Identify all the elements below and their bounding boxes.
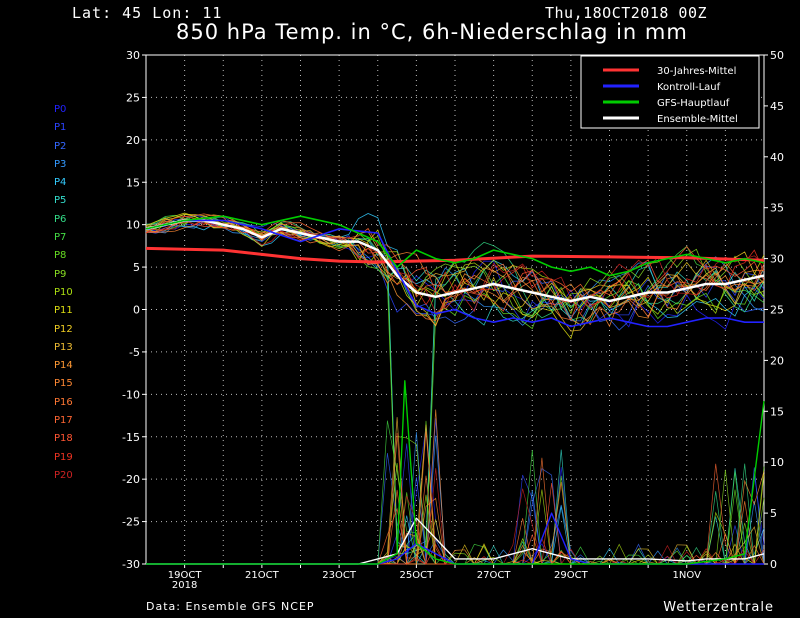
member-label-p1: P1 xyxy=(54,122,67,134)
member-temp-line-p4 xyxy=(145,213,765,319)
member-label-p9: P9 xyxy=(54,268,67,280)
y-right-tick-label: 15 xyxy=(770,405,784,418)
series-line-gfs-hauptlauf-niederschlag xyxy=(146,380,765,565)
legend-box xyxy=(580,55,760,129)
member-precip-line-p3 xyxy=(146,432,765,566)
member-precip-line-p20 xyxy=(146,468,764,565)
legend-label: Ensemble-Mittel xyxy=(657,114,738,125)
x-tick-label: 27OCT xyxy=(477,570,512,581)
y-right-tick-label: 50 xyxy=(770,49,784,62)
member-label-p6: P6 xyxy=(54,213,67,225)
series-line-ensemble-mittel xyxy=(145,219,765,303)
member-label-p19: P19 xyxy=(54,451,73,463)
y-left-tick-label: -20 xyxy=(122,473,140,486)
member-label-p13: P13 xyxy=(54,341,73,353)
member-label-p12: P12 xyxy=(54,323,73,335)
member-precip-line-p18 xyxy=(146,432,764,565)
member-label-p17: P17 xyxy=(54,415,73,427)
member-label-p20: P20 xyxy=(54,469,73,481)
member-label-p11: P11 xyxy=(54,305,73,317)
member-label-p7: P7 xyxy=(54,232,67,244)
series-line-gfs-hauptlauf xyxy=(145,215,765,277)
y-left-tick-label: -30 xyxy=(122,558,140,571)
y-left-tick-label: 10 xyxy=(126,219,140,232)
member-temp-line-p16 xyxy=(145,213,765,325)
chart-axes: -30 -25 -20 -15 -10 -5 0 5 10 15 20 25 30 0 5 10 15 20 25 3… xyxy=(122,49,784,591)
chart-series xyxy=(145,215,765,565)
member-label-p14: P14 xyxy=(54,360,73,372)
brand-label: Wetterzentrale xyxy=(663,600,774,615)
y-left-tick-label: 15 xyxy=(126,176,140,189)
x-tick-label: 21OCT xyxy=(245,570,280,581)
legend-label: Kontroll-Lauf xyxy=(657,82,721,93)
x-tick-label: 23OCT xyxy=(322,570,357,581)
series-line-kontroll-lauf xyxy=(145,219,764,328)
member-label-p5: P5 xyxy=(54,195,67,207)
chart-legend: 30-Jahres-Mittel Kontroll-Lauf GFS-Hauptla… xyxy=(580,55,760,129)
member-label-p15: P15 xyxy=(54,378,73,390)
member-precip-line-p2 xyxy=(146,452,765,565)
y-left-tick-label: 0 xyxy=(133,304,140,317)
series-line-ensemble-mittel-niederschlag xyxy=(146,517,765,565)
y-left-tick-label: 25 xyxy=(126,91,140,104)
y-right-tick-label: 20 xyxy=(770,354,784,367)
x-tick-label: 29OCT xyxy=(554,570,589,581)
member-label-p0: P0 xyxy=(54,104,67,115)
legend-label: 30-Jahres-Mittel xyxy=(657,66,736,77)
data-source-label: Data: Ensemble GFS NCEP xyxy=(146,600,315,613)
x-tick-label: 19OCT xyxy=(168,570,203,581)
member-label-p2: P2 xyxy=(54,140,67,152)
x-tick-label: 1NOV xyxy=(673,570,702,581)
x-tick-label: 25OCT xyxy=(400,570,435,581)
member-label-p4: P4 xyxy=(54,177,67,189)
y-left-tick-label: 5 xyxy=(133,261,140,274)
member-label-p10: P10 xyxy=(54,286,73,298)
y-left-tick-label: -25 xyxy=(122,516,140,529)
member-label-p16: P16 xyxy=(54,396,73,408)
series-line-30-jahres-mittel xyxy=(145,246,765,264)
member-label-p18: P18 xyxy=(54,433,73,445)
member-precip-line-p10 xyxy=(146,462,764,565)
y-left-tick-label: -15 xyxy=(122,431,140,444)
y-left-tick-label: -10 xyxy=(122,388,140,401)
chart-title: 850 hPa Temp. in °C, 6h-Niederschlag in … xyxy=(176,20,688,44)
y-right-tick-label: 5 xyxy=(770,507,777,520)
legend-label: GFS-Hauptlauf xyxy=(657,98,730,109)
y-right-tick-label: 40 xyxy=(770,151,784,164)
member-precip-line-p17 xyxy=(146,431,764,565)
member-precip-line-p8 xyxy=(146,420,765,565)
member-temp-line-p20 xyxy=(145,218,765,315)
member-label-p3: P3 xyxy=(54,158,67,170)
y-right-tick-label: 45 xyxy=(770,100,784,113)
y-left-tick-label: 20 xyxy=(126,134,140,147)
y-left-tick-label: -5 xyxy=(129,346,140,359)
ensemble-member-list: P0 P1 P2 P3 P4 P5 P6 P7 P8 P9 P10 P11 P12 P13 P14 P15 P1… xyxy=(54,101,73,485)
member-precip-line-p15 xyxy=(146,482,764,565)
y-right-tick-label: 0 xyxy=(770,558,777,571)
run-time-label: Thu,18OCT2018 00Z xyxy=(545,4,708,22)
y-right-tick-label: 25 xyxy=(770,304,784,317)
y-right-tick-label: 35 xyxy=(770,202,784,215)
member-temp-line-p13 xyxy=(145,214,765,332)
y-right-tick-label: 30 xyxy=(770,253,784,266)
member-precip-line-p7 xyxy=(146,420,764,565)
member-temp-line-p3 xyxy=(145,220,765,551)
member-label-p8: P8 xyxy=(54,250,67,262)
x-tick-label: 2018 xyxy=(172,580,197,591)
member-precip-line-p5 xyxy=(146,449,764,565)
y-left-tick-label: 30 xyxy=(126,49,140,62)
y-right-tick-label: 10 xyxy=(770,456,784,469)
location-label: Lat: 45 Lon: 11 xyxy=(72,4,223,22)
